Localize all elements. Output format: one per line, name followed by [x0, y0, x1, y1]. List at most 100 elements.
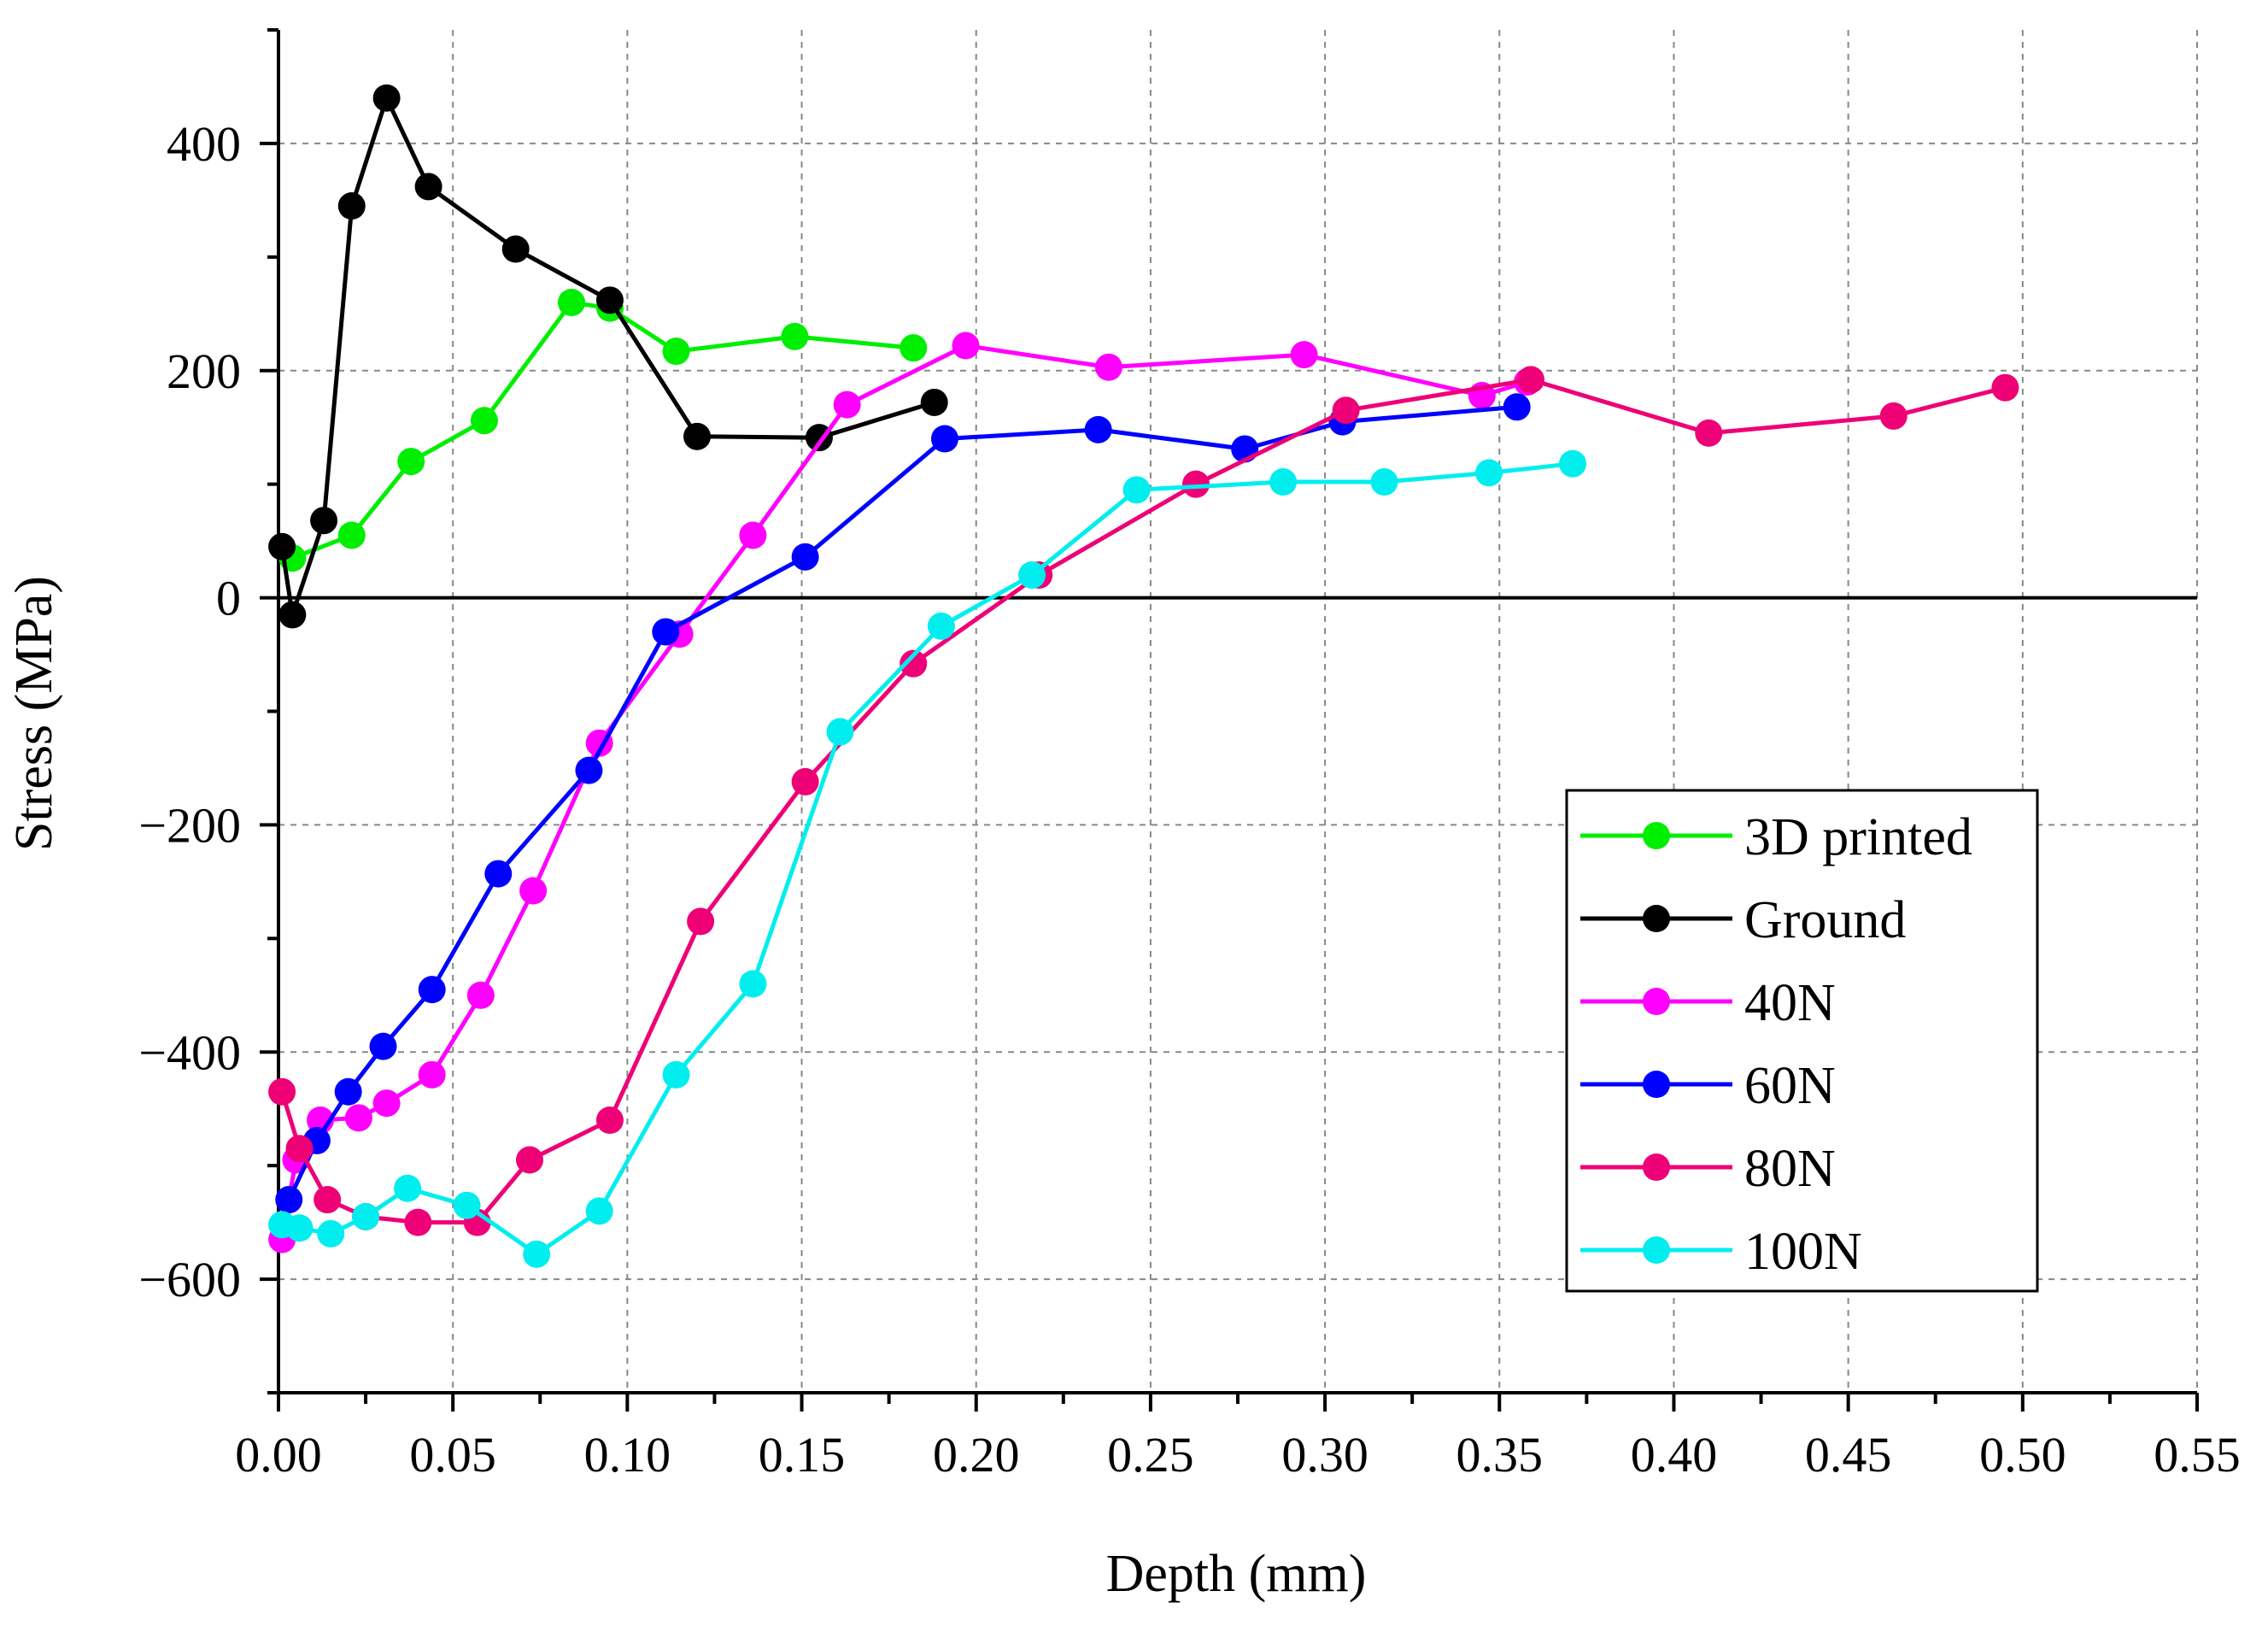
- data-point: [523, 1240, 551, 1268]
- data-point: [466, 981, 495, 1009]
- data-point: [739, 970, 767, 998]
- x-tick-label: 0.25: [1107, 1427, 1194, 1482]
- data-point: [1122, 476, 1151, 504]
- data-point: [662, 338, 690, 366]
- data-point: [352, 1202, 380, 1230]
- data-point: [470, 407, 498, 435]
- legend-label: 60N: [1744, 1057, 1836, 1115]
- legend-marker: [1643, 1071, 1670, 1098]
- data-point: [501, 235, 530, 263]
- data-point: [453, 1191, 481, 1219]
- data-point: [418, 1060, 446, 1089]
- data-point: [930, 425, 958, 453]
- x-tick-label: 0.50: [1979, 1427, 2066, 1482]
- legend-marker: [1643, 822, 1670, 849]
- data-point: [1181, 470, 1210, 498]
- x-tick-label: 0.30: [1281, 1427, 1368, 1482]
- y-tick-label: −400: [138, 1024, 241, 1080]
- legend-item: 80N: [1580, 1140, 1836, 1198]
- data-point: [278, 601, 307, 629]
- data-point: [900, 334, 928, 362]
- y-tick-label: −200: [138, 797, 241, 853]
- legend-item: 3D printed: [1580, 808, 1972, 866]
- data-point: [662, 1060, 690, 1089]
- data-point: [900, 649, 928, 678]
- data-point: [1475, 459, 1503, 487]
- data-point: [1503, 393, 1531, 421]
- data-point: [1695, 419, 1723, 447]
- data-point: [1879, 402, 1908, 430]
- data-point: [344, 1104, 372, 1132]
- x-axis-label: Depth (mm): [1106, 1545, 1367, 1603]
- series-line: [279, 96, 935, 617]
- legend-label: 100N: [1744, 1223, 1862, 1281]
- data-point: [310, 507, 338, 535]
- data-point: [833, 390, 861, 419]
- legend-box: [1565, 789, 2039, 1293]
- data-point: [394, 1174, 422, 1202]
- data-point: [372, 84, 401, 112]
- data-point: [791, 767, 819, 795]
- data-point: [1370, 468, 1398, 496]
- data-point: [317, 1219, 345, 1247]
- x-tick-label: 0.40: [1631, 1427, 1718, 1482]
- legend-item: 40N: [1580, 974, 1836, 1032]
- data-point: [575, 756, 603, 784]
- data-point: [275, 1186, 303, 1214]
- series-60n: [275, 393, 1531, 1214]
- data-point: [337, 192, 366, 220]
- data-point: [369, 1032, 397, 1060]
- data-point: [516, 1146, 544, 1174]
- data-point: [1018, 561, 1046, 589]
- legend-item: 60N: [1580, 1057, 1836, 1115]
- data-point: [595, 1107, 624, 1134]
- data-point: [372, 1089, 401, 1118]
- legend-label: 80N: [1744, 1140, 1836, 1198]
- series-line: [279, 343, 1528, 1241]
- data-point: [397, 448, 425, 476]
- data-point: [1332, 396, 1360, 425]
- data-point: [558, 289, 586, 316]
- data-point: [687, 907, 715, 936]
- data-point: [739, 521, 767, 549]
- x-tick-label: 0.35: [1456, 1427, 1544, 1482]
- data-point: [595, 286, 624, 314]
- legend-marker: [1643, 1154, 1670, 1181]
- data-point: [314, 1186, 342, 1214]
- series-line: [281, 461, 1574, 1257]
- x-tick-label: 0.10: [584, 1427, 671, 1482]
- data-point: [781, 322, 809, 350]
- data-point: [1517, 366, 1545, 394]
- data-point: [334, 1077, 362, 1106]
- data-point: [484, 860, 513, 888]
- data-point: [952, 332, 980, 360]
- data-point: [1290, 341, 1318, 369]
- legend-marker: [1643, 1236, 1670, 1264]
- series-100n: [268, 449, 1587, 1268]
- axes: 0.00 0.05 0.10 0.15 0.20 0.25 0.30 0.35 0.40 0.45…: [138, 28, 2241, 1482]
- y-tick-label: 0: [216, 571, 241, 626]
- x-tick-label: 0.00: [235, 1427, 322, 1482]
- data-point: [268, 1077, 296, 1106]
- data-point: [652, 618, 680, 646]
- legend: 3D printed Ground 40N 60N 80N 100N: [1565, 789, 2039, 1293]
- x-tick-label: 0.45: [1805, 1427, 1892, 1482]
- data-point: [920, 388, 948, 416]
- data-point: [418, 976, 446, 1004]
- y-axis-label: Stress (MPa): [5, 576, 63, 851]
- legend-item: Ground: [1580, 891, 1906, 949]
- x-tick-label: 0.20: [933, 1427, 1020, 1482]
- y-tick-label: 400: [167, 116, 241, 172]
- series-ground: [268, 84, 948, 629]
- legend-label: 40N: [1744, 974, 1836, 1032]
- y-tick-label: −600: [138, 1252, 241, 1307]
- series-group: [268, 84, 2019, 1268]
- series-line: [287, 404, 1517, 1201]
- data-point: [337, 521, 366, 549]
- legend-label: 3D printed: [1744, 808, 1972, 866]
- data-point: [285, 1214, 314, 1242]
- legend-label: Ground: [1744, 891, 1906, 949]
- data-point: [1269, 468, 1298, 496]
- data-point: [285, 1135, 314, 1163]
